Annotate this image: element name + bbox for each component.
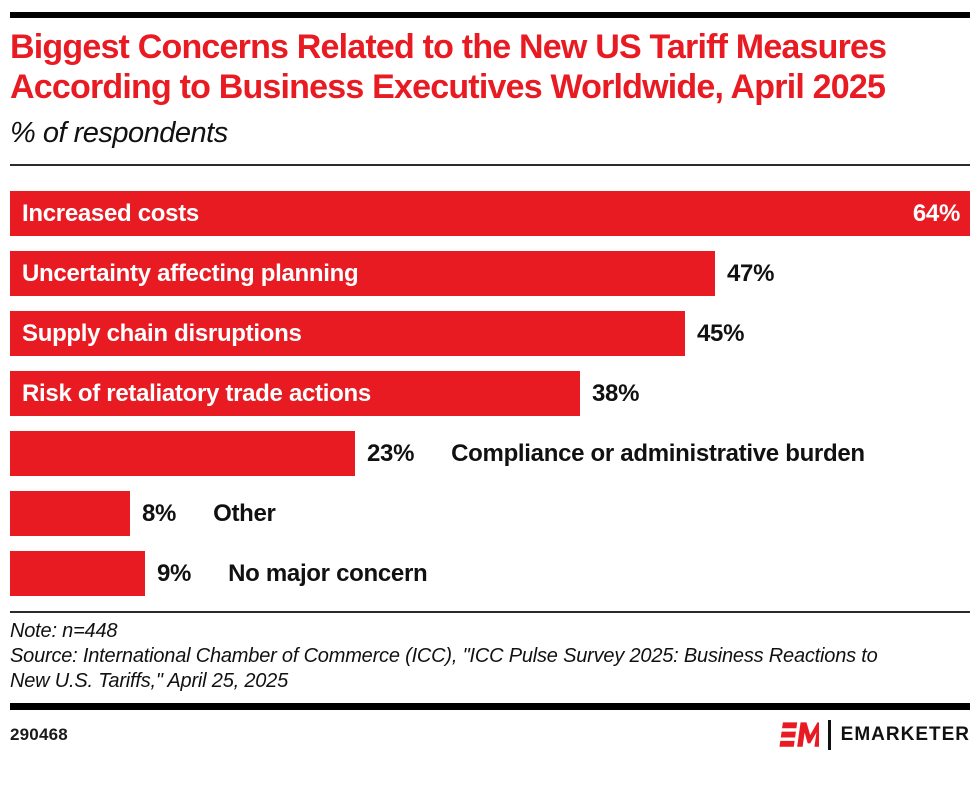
brand-separator	[827, 720, 831, 750]
bar-value: 23%	[367, 439, 415, 467]
bar-row: Supply chain disruptions 45%	[10, 311, 970, 356]
chart-title: Biggest Concerns Related to the New US T…	[10, 28, 887, 106]
bar-label: Supply chain disruptions	[22, 319, 302, 347]
bar-label: Other	[213, 499, 276, 527]
bar-value: 9%	[157, 559, 192, 587]
bar-row: Risk of retaliatory trade actions 38%	[10, 371, 970, 416]
bar-value: 8%	[142, 499, 177, 527]
bar-row: 8% Other	[10, 491, 970, 536]
bar: Uncertainty affecting planning	[10, 251, 715, 296]
bar-value: 64%	[912, 199, 960, 227]
bar-label: Increased costs	[22, 199, 199, 227]
top-rule	[10, 12, 970, 18]
chart-subtitle: % of respondents	[10, 117, 228, 149]
bar: Risk of retaliatory trade actions	[10, 371, 580, 416]
bar-chart: Increased costs 64% Uncertainty affecting …	[10, 191, 970, 596]
source-text: Source: International Chamber of Commerc…	[10, 645, 878, 692]
bar-value: 38%	[592, 379, 640, 407]
footnote-block: Note: n=448 Source: International Chambe…	[10, 619, 890, 694]
bar	[10, 491, 130, 536]
bar-row: Uncertainty affecting planning 47%	[10, 251, 970, 296]
bar-label: Uncertainty affecting planning	[22, 259, 359, 287]
bar: Increased costs 64%	[10, 191, 970, 236]
bar	[10, 431, 355, 476]
footer: 290468 EMARKETER	[10, 719, 970, 751]
chart-id: 290468	[10, 725, 68, 744]
bar-value: 47%	[727, 259, 775, 287]
bar: Supply chain disruptions	[10, 311, 685, 356]
bar-row: 9% No major concern	[10, 551, 970, 596]
brand-wordmark: EMARKETER	[840, 724, 970, 745]
footnote-divider	[10, 611, 970, 613]
note-text: Note: n=448	[10, 620, 118, 642]
bar-label: Compliance or administrative burden	[451, 439, 865, 467]
header-divider	[10, 164, 970, 166]
bar-row: 23% Compliance or administrative burden	[10, 431, 970, 476]
bar-row: Increased costs 64%	[10, 191, 970, 236]
bar	[10, 551, 145, 596]
bar-label: No major concern	[228, 559, 428, 587]
brand-logo: EMARKETER	[773, 719, 970, 751]
bottom-rule	[10, 703, 970, 710]
emarketer-monogram-icon	[779, 722, 819, 747]
bar-label: Risk of retaliatory trade actions	[22, 379, 371, 407]
bar-value: 45%	[697, 319, 745, 347]
